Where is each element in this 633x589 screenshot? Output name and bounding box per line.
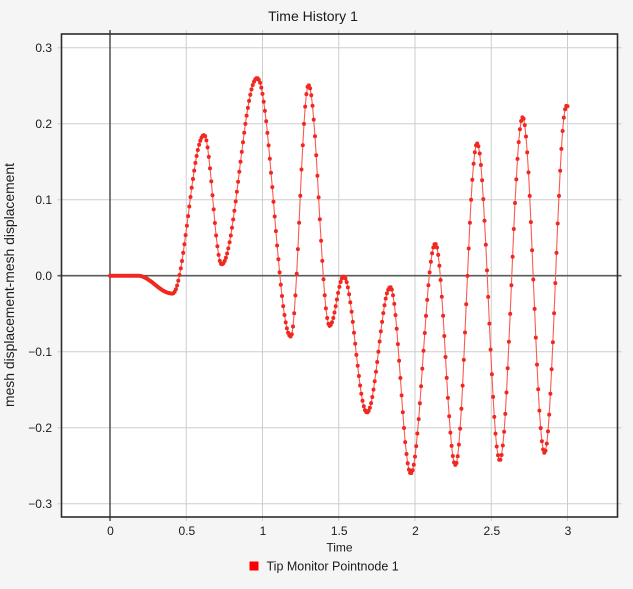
svg-text:0: 0	[107, 524, 114, 538]
svg-text:−0.2: −0.2	[28, 421, 52, 435]
svg-text:3: 3	[565, 524, 572, 538]
svg-text:mesh displacement-mesh displac: mesh displacement-mesh displacement	[1, 163, 17, 407]
svg-text:1: 1	[260, 524, 267, 538]
svg-text:0.5: 0.5	[178, 524, 195, 538]
svg-text:2.5: 2.5	[483, 524, 500, 538]
svg-text:0.3: 0.3	[35, 41, 52, 55]
svg-text:Time History 1: Time History 1	[268, 8, 358, 24]
svg-text:−0.1: −0.1	[28, 345, 52, 359]
svg-text:0.2: 0.2	[35, 117, 52, 131]
svg-text:Time: Time	[326, 541, 353, 555]
svg-text:1.5: 1.5	[331, 524, 348, 538]
svg-text:−0.3: −0.3	[28, 497, 52, 511]
svg-text:0.0: 0.0	[35, 269, 52, 283]
svg-text:0.1: 0.1	[35, 193, 52, 207]
svg-text:Tip Monitor Pointnode 1: Tip Monitor Pointnode 1	[267, 560, 399, 574]
svg-text:2: 2	[412, 524, 419, 538]
